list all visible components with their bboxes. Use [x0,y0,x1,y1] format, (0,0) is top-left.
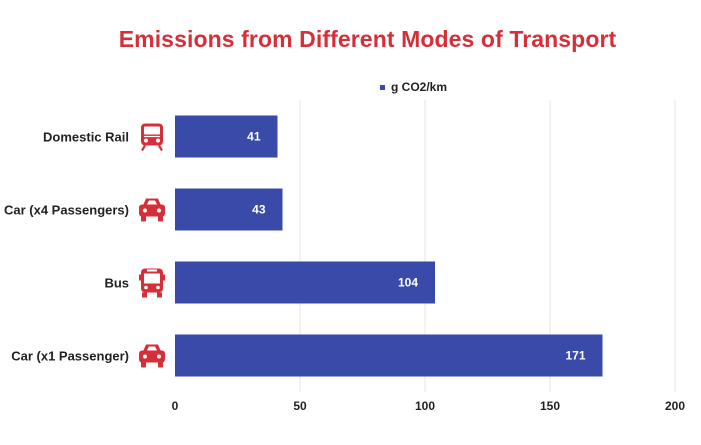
category-label: Bus [104,276,129,291]
car-icon [139,344,165,368]
bar [175,261,435,304]
legend-label: g CO2/km [391,80,448,94]
bus-icon [139,268,165,298]
data-label: 104 [398,276,418,290]
bar [175,188,283,231]
car-icon [139,198,165,222]
x-tick-label: 100 [415,399,435,413]
legend: g CO2/km [380,79,447,95]
x-tick-label: 150 [540,399,560,413]
x-tick-label: 0 [172,399,179,413]
x-tick-label: 50 [293,399,307,413]
data-label: 41 [247,130,261,144]
bar [175,334,603,377]
data-label: 171 [565,349,585,363]
x-tick-label: 200 [665,399,685,413]
bar [175,115,278,158]
category-label: Domestic Rail [43,130,129,145]
legend-swatch [380,84,385,90]
train-icon [141,123,163,152]
data-label: 43 [252,203,266,217]
category-label: Car (x1 Passenger) [11,349,129,364]
chart-title: Emissions from Different Modes of Transp… [118,26,617,52]
category-label: Car (x4 Passengers) [4,203,129,218]
